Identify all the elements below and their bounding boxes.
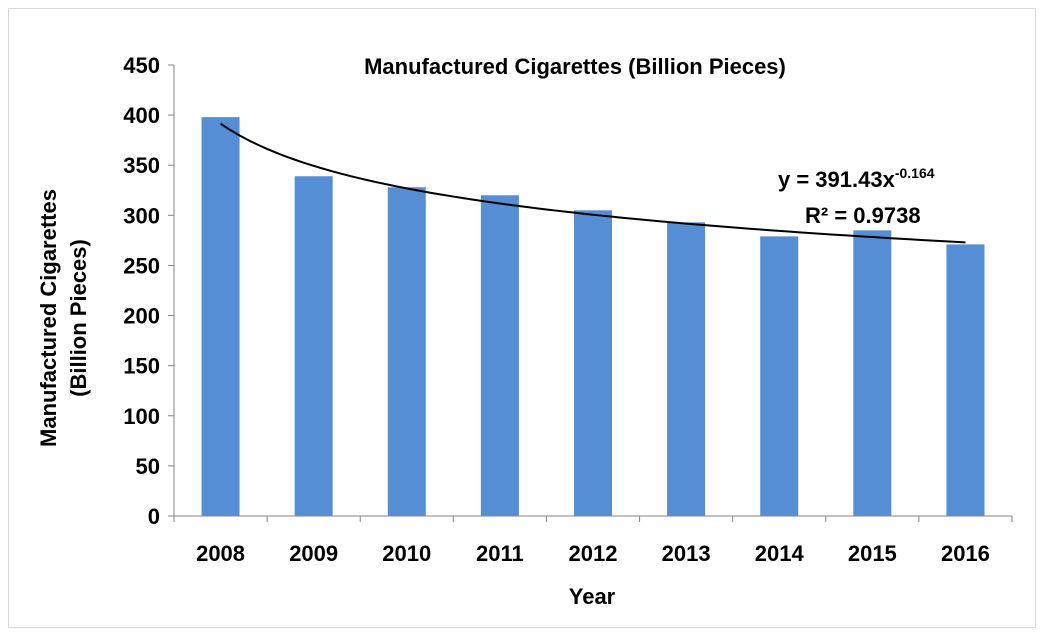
y-tick-label: 300	[123, 203, 160, 228]
y-axis-title: Manufactured Cigarettes (Billion Pieces)	[36, 189, 91, 447]
x-tick-label: 2011	[476, 541, 524, 566]
x-axis-title: Year	[569, 584, 616, 609]
y-tick-label: 350	[123, 153, 160, 178]
x-tick-label: 2010	[382, 541, 431, 566]
y-tick-label: 200	[123, 304, 160, 329]
bar-2009	[294, 176, 333, 516]
y-axis-title-line1: Manufactured Cigarettes	[36, 189, 61, 447]
trendline-equation-exponent: -0.164	[895, 165, 935, 181]
y-axis-title-line2: (Billion Pieces)	[66, 239, 91, 397]
x-tick-label: 2008	[196, 541, 245, 566]
bar-2012	[574, 210, 612, 517]
y-tick-label: 0	[148, 504, 160, 529]
x-tick-label: 2013	[662, 541, 711, 566]
trendline-equation-base: y = 391.43x	[778, 167, 896, 192]
y-tick-label: 250	[123, 253, 160, 278]
bar-2013	[667, 222, 706, 517]
bar-2014	[760, 236, 799, 516]
chart-title: Manufactured Cigarettes (Billion Pieces)	[364, 54, 786, 79]
x-tick-label: 2009	[289, 541, 338, 566]
x-tick-label: 2012	[569, 541, 618, 566]
trendline	[220, 122, 966, 244]
trendline-r-squared: R² = 0.9738	[805, 203, 921, 228]
bar-2011	[480, 195, 519, 517]
x-tick-label: 2014	[755, 541, 805, 566]
bar-2010	[387, 187, 426, 516]
y-tick-label: 400	[123, 103, 160, 128]
bar-2015	[853, 230, 892, 516]
bar-2016	[946, 244, 985, 517]
x-ticks-group: 2008 2009 2010 2011 2012 2013 2014 2015 2016	[173, 516, 1013, 566]
bar-2008	[201, 117, 240, 517]
y-tick-label: 150	[123, 354, 160, 379]
bars-group	[201, 117, 985, 517]
y-ticks-group: 0 50 100 150 200 250 300 350 400 450	[123, 53, 174, 529]
y-tick-label: 450	[123, 53, 160, 78]
y-tick-label: 100	[123, 404, 160, 429]
trendline-equation: y = 391.43x-0.164	[778, 165, 935, 192]
y-tick-label: 50	[136, 454, 160, 479]
x-tick-label: 2016	[941, 541, 990, 566]
axes-group	[173, 65, 1012, 517]
x-tick-label: 2015	[848, 541, 897, 566]
